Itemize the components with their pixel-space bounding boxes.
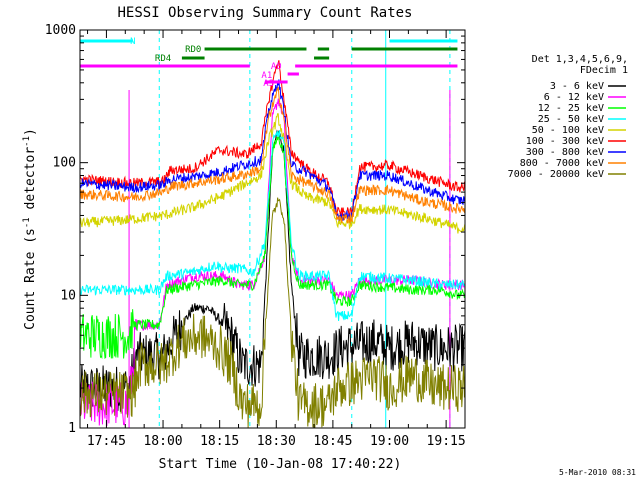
plot-frame xyxy=(79,29,466,429)
x-tick-label-5: 19:00 xyxy=(370,434,409,449)
series-line-8 xyxy=(79,197,466,429)
y-tick-label-3: 1000 xyxy=(45,23,76,38)
legend-header-1: FDecim 1 xyxy=(580,65,628,76)
annotation-2: RD4 xyxy=(155,54,171,64)
legend-label-8: 7000 - 20000 keV xyxy=(508,169,604,180)
legend-label-7: 800 - 7000 keV xyxy=(520,158,604,169)
legend-label-5: 100 - 300 keV xyxy=(526,136,604,147)
annotation-0: N xyxy=(130,37,135,47)
legend-label-4: 50 - 100 keV xyxy=(532,125,604,136)
y-axis-label: Count Rate (s-1 detector-1) xyxy=(22,128,38,330)
series-line-4 xyxy=(79,113,466,234)
legend-label-1: 6 - 12 keV xyxy=(544,92,604,103)
x-tick-label-3: 18:30 xyxy=(257,434,296,449)
x-tick-label-0: 17:45 xyxy=(87,434,126,449)
legend-label-0: 3 - 6 keV xyxy=(550,81,604,92)
legend-label-3: 25 - 50 keV xyxy=(538,114,604,125)
annotation-5: A3 xyxy=(263,79,274,89)
legend-label-2: 12 - 25 keV xyxy=(538,103,604,114)
x-tick-label-2: 18:15 xyxy=(200,434,239,449)
series-line-2 xyxy=(79,132,466,360)
y-tick-label-0: 1 xyxy=(68,421,76,436)
y-tick-label-1: 10 xyxy=(60,288,76,303)
x-tick-label-4: 18:45 xyxy=(313,434,352,449)
annotation-3: A0 xyxy=(271,62,282,72)
series-line-6 xyxy=(79,79,466,221)
series-line-7 xyxy=(79,86,466,225)
legend-label-6: 300 - 800 keV xyxy=(526,147,604,158)
footer-date: 5-Mar-2010 08:31 xyxy=(559,468,636,477)
chart-title: HESSI Observing Summary Count Rates xyxy=(117,5,412,21)
x-tick-label-6: 19:15 xyxy=(427,434,466,449)
annotation-1: RD0 xyxy=(185,45,201,55)
annotation-4: A1 xyxy=(261,71,272,81)
axis-ticks: 1 10 100 1000 17:45 18:00 18:15 18:30 18:45 19:00… xyxy=(45,23,466,449)
series-line-3 xyxy=(79,130,466,322)
legend-header-0: Det 1,3,4,5,6,9, xyxy=(532,54,628,65)
y-tick-label-2: 100 xyxy=(53,156,76,171)
x-tick-label-1: 18:00 xyxy=(143,434,182,449)
x-axis-label: Start Time (10-Jan-08 17:40:22) xyxy=(159,457,402,472)
